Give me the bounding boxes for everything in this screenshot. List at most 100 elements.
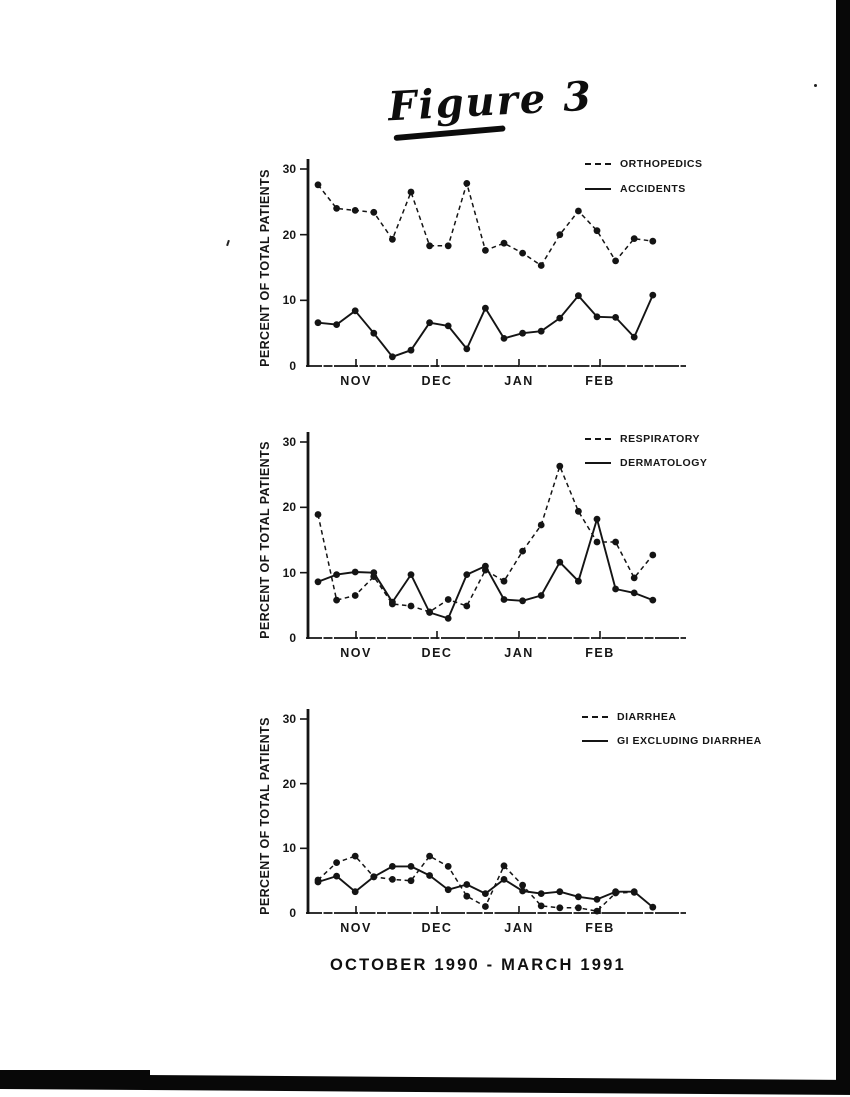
month-label-feb: FEB xyxy=(585,646,615,660)
data-point-marker xyxy=(593,515,601,523)
data-point-marker xyxy=(370,569,378,577)
data-point-marker xyxy=(389,353,396,361)
data-point-marker xyxy=(370,329,378,337)
data-point-marker xyxy=(314,578,322,586)
data-point-marker xyxy=(314,878,322,886)
y-tick-label: 30 xyxy=(282,712,296,726)
legend-label: ORTHOPEDICS xyxy=(620,158,703,170)
data-point-marker xyxy=(575,904,582,912)
data-point-marker xyxy=(351,307,359,315)
legend-sample-dashed-line xyxy=(582,716,608,718)
data-point-marker xyxy=(426,242,433,250)
data-point-marker xyxy=(389,876,396,883)
legend-label: GI EXCLUDING DIARRHEA xyxy=(617,735,762,747)
data-point-marker xyxy=(612,888,619,896)
data-point-marker xyxy=(575,577,582,585)
y-tick-label: 20 xyxy=(282,500,296,515)
month-label-jan: JAN xyxy=(504,921,534,935)
y-tick-label: 0 xyxy=(289,906,296,920)
data-point-marker xyxy=(500,596,508,603)
data-point-marker xyxy=(407,602,415,610)
data-point-marker xyxy=(463,180,471,187)
data-point-marker xyxy=(351,852,359,860)
data-point-marker xyxy=(370,873,378,881)
data-point-marker xyxy=(407,188,415,196)
y-tick-label: 30 xyxy=(282,162,296,176)
data-point-marker xyxy=(612,257,619,265)
data-point-marker xyxy=(500,577,508,585)
data-point-marker xyxy=(593,896,601,903)
data-point-marker xyxy=(500,862,508,870)
data-point-marker xyxy=(556,231,564,239)
data-point-marker xyxy=(333,859,340,866)
data-point-marker xyxy=(444,863,452,870)
month-label-feb: FEB xyxy=(585,374,615,388)
scan-speck xyxy=(814,84,817,87)
y-axis-title: PERCENT OF TOTAL PATIENTS xyxy=(258,717,272,915)
data-point-marker xyxy=(407,877,415,885)
y-tick-label: 0 xyxy=(289,359,296,373)
data-point-marker xyxy=(482,890,489,897)
data-point-marker xyxy=(463,571,471,578)
legend-sample-solid-line xyxy=(585,188,611,190)
data-point-marker xyxy=(519,249,526,257)
data-point-marker xyxy=(612,314,619,321)
month-label-dec: DEC xyxy=(421,921,453,935)
legend-sample-dashed-line xyxy=(585,438,611,440)
data-point-marker xyxy=(314,511,322,518)
legend-label: DERMATOLOGY xyxy=(620,457,708,469)
y-tick-label: 30 xyxy=(282,435,296,449)
y-tick-label: 0 xyxy=(289,631,296,645)
data-point-marker xyxy=(537,592,545,599)
scan-edge-bar-right xyxy=(836,0,850,1092)
data-point-marker xyxy=(630,333,638,341)
data-point-marker xyxy=(519,547,526,555)
data-point-marker xyxy=(556,462,564,470)
data-point-marker xyxy=(519,597,526,605)
data-point-marker xyxy=(463,881,471,888)
data-point-marker xyxy=(630,235,638,243)
data-point-marker xyxy=(575,893,582,901)
y-tick-label: 10 xyxy=(282,565,296,580)
data-point-marker xyxy=(333,596,340,604)
data-point-marker xyxy=(407,346,415,354)
data-point-marker xyxy=(482,903,489,910)
legend-item: ACCIDENTS xyxy=(585,183,686,195)
data-point-marker xyxy=(463,602,471,610)
data-point-marker xyxy=(537,521,545,529)
data-point-marker xyxy=(426,609,433,616)
month-label-nov: NOV xyxy=(340,646,372,660)
data-point-marker xyxy=(314,319,322,327)
legend-label: RESPIRATORY xyxy=(620,433,700,445)
legend-item: DERMATOLOGY xyxy=(585,457,707,469)
data-point-marker xyxy=(426,852,433,860)
legend-label: ACCIDENTS xyxy=(620,183,686,195)
data-point-marker xyxy=(463,892,471,900)
month-label-dec: DEC xyxy=(421,646,453,660)
data-point-marker xyxy=(519,887,526,895)
data-point-marker xyxy=(407,863,415,870)
legend-label: DIARRHEA xyxy=(617,711,677,723)
legend-item: RESPIRATORY xyxy=(585,433,700,445)
data-point-marker xyxy=(314,181,322,189)
month-label-dec: DEC xyxy=(421,374,453,388)
data-point-marker xyxy=(333,205,340,212)
data-point-marker xyxy=(556,904,564,912)
x-axis-caption: OCTOBER 1990 - MARCH 1991 xyxy=(330,956,626,974)
data-point-marker xyxy=(463,345,471,353)
data-point-marker xyxy=(351,592,359,599)
data-point-marker xyxy=(630,888,638,896)
data-point-marker xyxy=(444,886,452,894)
data-point-marker xyxy=(649,596,657,604)
data-point-marker xyxy=(482,304,489,312)
legend-item: GI EXCLUDING DIARRHEA xyxy=(582,735,762,747)
data-point-marker xyxy=(537,902,545,910)
data-point-marker xyxy=(482,562,489,570)
data-point-marker xyxy=(407,571,415,578)
data-point-marker xyxy=(593,538,601,546)
data-point-marker xyxy=(575,292,582,300)
data-point-marker xyxy=(630,589,638,597)
data-point-marker xyxy=(500,335,508,342)
